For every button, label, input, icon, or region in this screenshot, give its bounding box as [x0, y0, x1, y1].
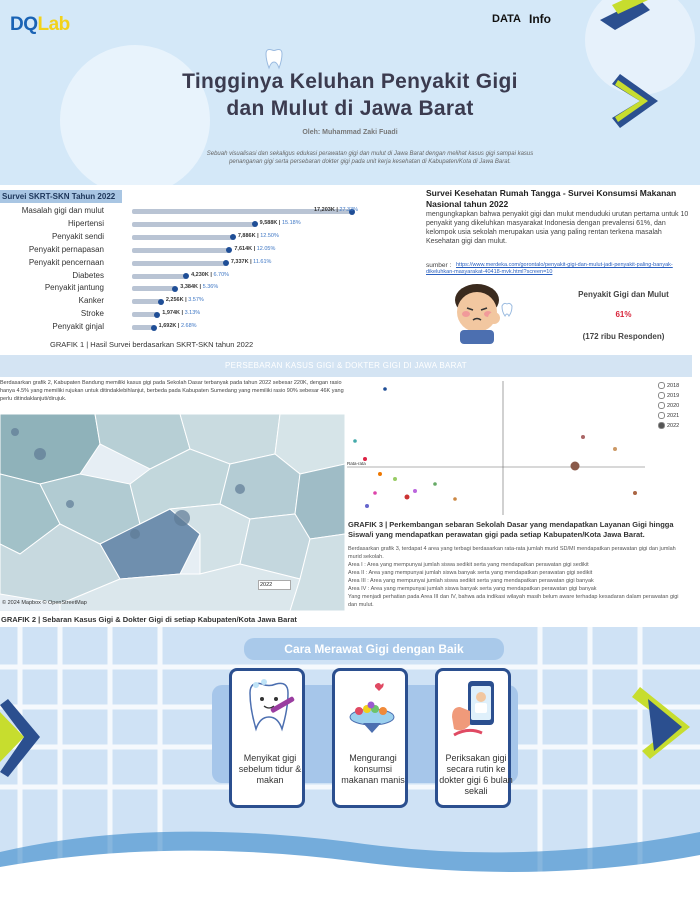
- nav-info-link[interactable]: Info: [529, 12, 551, 26]
- g3-area2: Area II : Area yang mempunyai jumlah sis…: [348, 570, 593, 576]
- grafik1-caption: GRAFIK 1 | Hasil Survei berdasarkan SKRT…: [50, 340, 254, 349]
- hero-decoration: [60, 0, 695, 185]
- bar-label: Penyakit jantung: [44, 283, 104, 293]
- bar-end-dot: [157, 298, 164, 305]
- map-year-selector[interactable]: 2022: [258, 580, 291, 590]
- map-intro-text: Berdasarkan grafik 2, Kabupaten Bandung …: [0, 380, 344, 402]
- dentist-phone-icon: [452, 681, 494, 737]
- bar-chart-title: Survei SKRT-SKN Tahun 2022: [0, 190, 122, 203]
- care-text-checkup: Periksakan gigi secara rutin ke dokter g…: [439, 753, 513, 796]
- dqlab-logo[interactable]: DQLab: [10, 14, 70, 35]
- bar-value-label: 2,256K | 3.57%: [165, 297, 204, 304]
- bar[interactable]: [132, 325, 154, 331]
- map-regions: [0, 414, 345, 611]
- tooth-mascot-icon: [265, 49, 283, 70]
- g3-area4: Area IV : Area yang mempunyai jumlah sis…: [348, 586, 597, 592]
- source-label: sumber :: [426, 262, 452, 269]
- bar[interactable]: [132, 209, 352, 214]
- page-description: Sebuah visualisasi dan sekaligus edukasi…: [206, 151, 534, 165]
- bar-value-label: 1,974K | 3.13%: [162, 310, 201, 317]
- bar-value-label: 9,588K | 15.18%: [259, 219, 301, 226]
- care-background: [0, 627, 700, 899]
- year-option-2021[interactable]: 2021: [658, 412, 679, 419]
- bar-end-dot: [251, 221, 258, 228]
- bar[interactable]: [132, 286, 176, 292]
- bar-value-label: 7,614K | 12.05%: [234, 245, 276, 252]
- map-credit: © 2024 Mapbox © OpenStreetMap: [2, 600, 87, 606]
- bar-value-label: 1,692K | 2.68%: [158, 323, 197, 330]
- disease-bar-chart: Masalah gigi dan mulut 17,203K | 27.33% Hi…: [0, 205, 360, 335]
- g3-note: Yang menjadi perhatian pada Area III dan…: [348, 594, 679, 608]
- author-credit: Oleh: Muhammad Zaki Fuadi: [302, 129, 398, 136]
- page-title-line2: dan Mulut di Jawa Barat: [226, 97, 474, 120]
- year-option-2019[interactable]: 2019: [658, 392, 679, 399]
- bar-end-dot: [150, 324, 157, 331]
- survey-body: mengungkapkan bahwa penyakit gigi dan mu…: [426, 211, 689, 245]
- bar-end-dot: [226, 247, 233, 254]
- bar-label: Diabetes: [72, 270, 104, 280]
- bar[interactable]: [132, 234, 233, 240]
- survey-heading: Survei Kesehatan Rumah Tangga - Survei K…: [426, 188, 677, 209]
- sweets-icon: [349, 683, 395, 733]
- care-text-brush: Menyikat gigi sebelum tidur & makan: [238, 753, 302, 785]
- bar[interactable]: [132, 299, 161, 305]
- bar-end-dot: [229, 234, 236, 241]
- bar-label: Masalah gigi dan mulut: [21, 206, 104, 215]
- bar-label: Penyakit ginjal: [52, 322, 104, 332]
- toothache-kid-illustration: [455, 284, 513, 344]
- bar-end-dot: [349, 208, 355, 215]
- bar-label: Penyakit pernapasan: [28, 244, 104, 254]
- year-option-2022[interactable]: 2022: [658, 422, 679, 429]
- highlight-percentage: 61%: [615, 310, 632, 319]
- year-option-2018[interactable]: 2018: [658, 382, 679, 389]
- g3-intro: Berdasarkan grafik 3, terdapat 4 area ya…: [348, 546, 676, 560]
- highlight-respondents: (172 ribu Responden): [582, 332, 665, 341]
- chevron-decor-icon: [612, 74, 658, 128]
- brushing-tooth-icon: [249, 679, 295, 732]
- bar-label: Kanker: [78, 296, 104, 306]
- page-title-line1: Tingginya Keluhan Penyakit Gigi: [182, 70, 518, 93]
- care-text-sweets: Mengurangi konsumsi makanan manis: [341, 753, 405, 785]
- bar-value-label: 7,886K | 12.50%: [237, 232, 279, 239]
- bar[interactable]: [132, 273, 187, 279]
- g3-area1: Area I : Area yang mempunyai jumlah sisw…: [348, 562, 589, 568]
- care-title: Cara Merawat Gigi dengan Baik: [244, 638, 504, 660]
- bar[interactable]: [132, 247, 230, 253]
- bar-label: Hipertensi: [67, 218, 104, 228]
- year-option-2020[interactable]: 2020: [658, 402, 679, 409]
- grafik2-caption: GRAFIK 2 | Sebaran Kasus Gigi & Dokter G…: [1, 615, 297, 624]
- g3-area3: Area III : Area yang mempunyai jumlah si…: [348, 578, 594, 584]
- bar-end-dot: [183, 273, 190, 279]
- bar[interactable]: [132, 260, 226, 266]
- bar-value-label: 17,203K | 27.33%: [314, 207, 359, 213]
- bar-label: Penyakit pencernaan: [28, 257, 104, 267]
- bar-end-dot: [154, 311, 161, 318]
- grafik3-caption: GRAFIK 3 | Perkembangan sebaran Sekolah …: [348, 520, 674, 539]
- source-link[interactable]: https://www.merdeka.com/gorontalo/penyak…: [426, 262, 673, 275]
- scatter-plot-area: [347, 381, 645, 515]
- care-card-brush[interactable]: Menyikat gigi sebelum tidur & makan: [229, 668, 305, 808]
- hero-header: DQLab DATA Info Tingginya Keluhan Penyak…: [0, 0, 700, 185]
- jawa-barat-map[interactable]: [0, 414, 345, 611]
- bar-end-dot: [172, 285, 179, 292]
- nav-data-link[interactable]: DATA: [492, 13, 521, 25]
- bar-label: Penyakit sendi: [51, 231, 104, 241]
- highlight-title: Penyakit Gigi dan Mulut: [578, 290, 669, 299]
- scatter-axis-note: Rata-rata: [347, 461, 366, 466]
- bar-end-dot: [222, 260, 229, 267]
- scatter-plot[interactable]: Rata-rata: [345, 379, 692, 517]
- care-card-sweets[interactable]: Mengurangi konsumsi makanan manis: [332, 668, 408, 808]
- distribution-banner: PERSEBARAN KASUS GIGI & DOKTER GIGI DI J…: [0, 355, 692, 377]
- grafik3-body: Berdasarkan grafik 3, terdapat 4 area ya…: [348, 545, 688, 609]
- bar-value-label: 7,337K | 11.61%: [230, 258, 272, 265]
- bar[interactable]: [132, 221, 255, 227]
- care-card-checkup[interactable]: Periksakan gigi secara rutin ke dokter g…: [435, 668, 513, 808]
- bar[interactable]: [132, 312, 158, 318]
- bar-value-label: 4,230K | 6.70%: [191, 271, 230, 278]
- bar-label: Stroke: [80, 309, 104, 319]
- bar-value-label: 3,384K | 5.36%: [180, 284, 219, 291]
